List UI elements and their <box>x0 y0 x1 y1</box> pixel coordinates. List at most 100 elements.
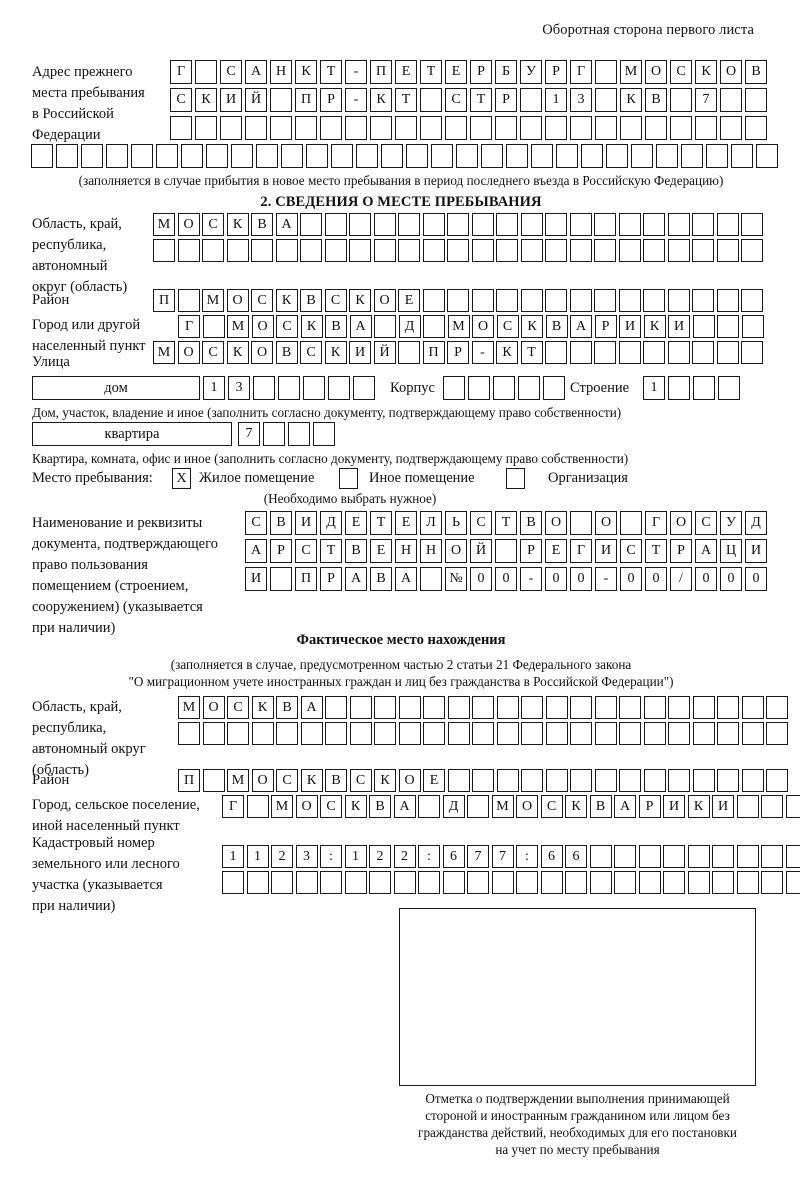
stroenie-cells[interactable]: 1 <box>643 376 740 400</box>
char-cell[interactable]: С <box>349 769 372 792</box>
char-cell[interactable] <box>447 696 470 719</box>
char-cell[interactable] <box>177 289 200 312</box>
char-cell[interactable]: М <box>227 315 249 338</box>
char-cell[interactable] <box>565 871 587 894</box>
char-cell[interactable] <box>692 289 714 312</box>
char-cell[interactable] <box>495 116 517 140</box>
char-cell[interactable] <box>712 845 734 868</box>
char-cell[interactable] <box>663 871 685 894</box>
char-cell[interactable] <box>545 116 567 140</box>
char-cell[interactable]: А <box>349 315 372 338</box>
char-cell[interactable] <box>736 871 759 894</box>
char-cell[interactable] <box>369 871 391 894</box>
char-cell[interactable]: М <box>153 213 175 236</box>
char-cell[interactable] <box>569 289 592 312</box>
char-cell[interactable]: У <box>520 60 542 84</box>
char-cell[interactable] <box>614 845 636 868</box>
char-cell[interactable] <box>447 239 469 262</box>
char-cell[interactable]: К <box>687 795 710 818</box>
char-cell[interactable]: В <box>520 511 542 535</box>
char-cell[interactable] <box>745 116 767 140</box>
char-cell[interactable] <box>668 722 690 745</box>
char-cell[interactable]: О <box>295 795 318 818</box>
checkbox-organizatsiya[interactable] <box>506 468 525 489</box>
char-cell[interactable]: Р <box>447 341 469 364</box>
char-cell[interactable] <box>506 144 528 168</box>
char-cell[interactable]: П <box>178 769 200 792</box>
char-cell[interactable] <box>270 88 292 112</box>
char-cell[interactable] <box>420 567 442 591</box>
char-cell[interactable]: Т <box>320 60 342 84</box>
char-cell[interactable] <box>431 144 453 168</box>
char-cell[interactable]: К <box>300 315 323 338</box>
char-cell[interactable] <box>695 116 717 140</box>
char-cell[interactable]: Е <box>395 511 417 535</box>
korpus-cells[interactable] <box>443 376 565 400</box>
char-cell[interactable] <box>131 144 153 168</box>
char-cell[interactable] <box>472 696 494 719</box>
char-cell[interactable] <box>741 289 763 312</box>
char-cell[interactable]: М <box>620 60 642 84</box>
char-cell[interactable]: Ц <box>720 539 742 563</box>
char-cell[interactable]: В <box>300 289 322 312</box>
char-cell[interactable]: 1 <box>246 845 269 868</box>
char-cell[interactable] <box>618 341 641 364</box>
char-cell[interactable]: А <box>395 567 417 591</box>
char-cell[interactable] <box>395 116 417 140</box>
char-cell[interactable] <box>356 144 378 168</box>
char-cell[interactable] <box>667 289 690 312</box>
char-cell[interactable]: - <box>471 341 494 364</box>
char-cell[interactable]: 0 <box>470 567 492 591</box>
char-cell[interactable] <box>717 722 739 745</box>
char-cell[interactable] <box>692 769 715 792</box>
char-cell[interactable] <box>643 341 665 364</box>
char-cell[interactable] <box>295 116 317 140</box>
char-cell[interactable] <box>594 289 616 312</box>
char-cell[interactable]: А <box>245 60 267 84</box>
char-cell[interactable]: В <box>270 511 292 535</box>
char-cell[interactable] <box>692 722 715 745</box>
char-cell[interactable]: 7 <box>238 422 260 446</box>
char-cell[interactable] <box>545 769 568 792</box>
char-cell[interactable]: Р <box>320 88 342 112</box>
char-cell[interactable]: Т <box>470 88 492 112</box>
char-cell[interactable] <box>324 239 347 262</box>
char-cell[interactable]: Д <box>745 511 767 535</box>
char-cell[interactable] <box>263 422 285 446</box>
char-cell[interactable] <box>741 213 763 236</box>
char-cell[interactable]: К <box>275 289 298 312</box>
char-cell[interactable] <box>717 769 739 792</box>
char-cell[interactable]: С <box>620 539 642 563</box>
char-cell[interactable] <box>270 567 292 591</box>
char-cell[interactable]: № <box>445 567 467 591</box>
char-cell[interactable]: А <box>345 567 367 591</box>
char-cell[interactable]: С <box>276 769 298 792</box>
char-cell[interactable] <box>687 845 710 868</box>
char-cell[interactable] <box>472 769 494 792</box>
char-cell[interactable] <box>581 144 603 168</box>
char-cell[interactable] <box>741 696 764 719</box>
char-cell[interactable]: П <box>370 60 392 84</box>
char-cell[interactable] <box>422 239 445 262</box>
char-cell[interactable]: И <box>295 511 317 535</box>
char-cell[interactable]: А <box>695 539 717 563</box>
char-cell[interactable] <box>595 88 617 112</box>
char-cell[interactable]: О <box>472 315 494 338</box>
char-cell[interactable] <box>374 722 396 745</box>
char-cell[interactable]: О <box>545 511 567 535</box>
char-cell[interactable]: А <box>275 213 298 236</box>
char-cell[interactable]: К <box>565 795 587 818</box>
char-cell[interactable]: С <box>276 315 298 338</box>
char-cell[interactable]: К <box>344 795 367 818</box>
char-cell[interactable] <box>496 769 519 792</box>
char-cell[interactable]: 2 <box>369 845 391 868</box>
char-cell[interactable] <box>785 795 800 818</box>
char-cell[interactable] <box>245 116 267 140</box>
char-cell[interactable]: С <box>320 795 342 818</box>
char-cell[interactable]: В <box>745 60 767 84</box>
char-cell[interactable] <box>220 116 242 140</box>
